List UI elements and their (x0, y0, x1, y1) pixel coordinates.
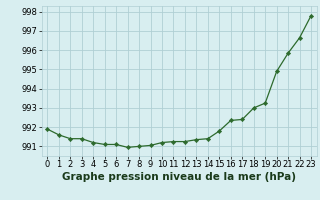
X-axis label: Graphe pression niveau de la mer (hPa): Graphe pression niveau de la mer (hPa) (62, 172, 296, 182)
